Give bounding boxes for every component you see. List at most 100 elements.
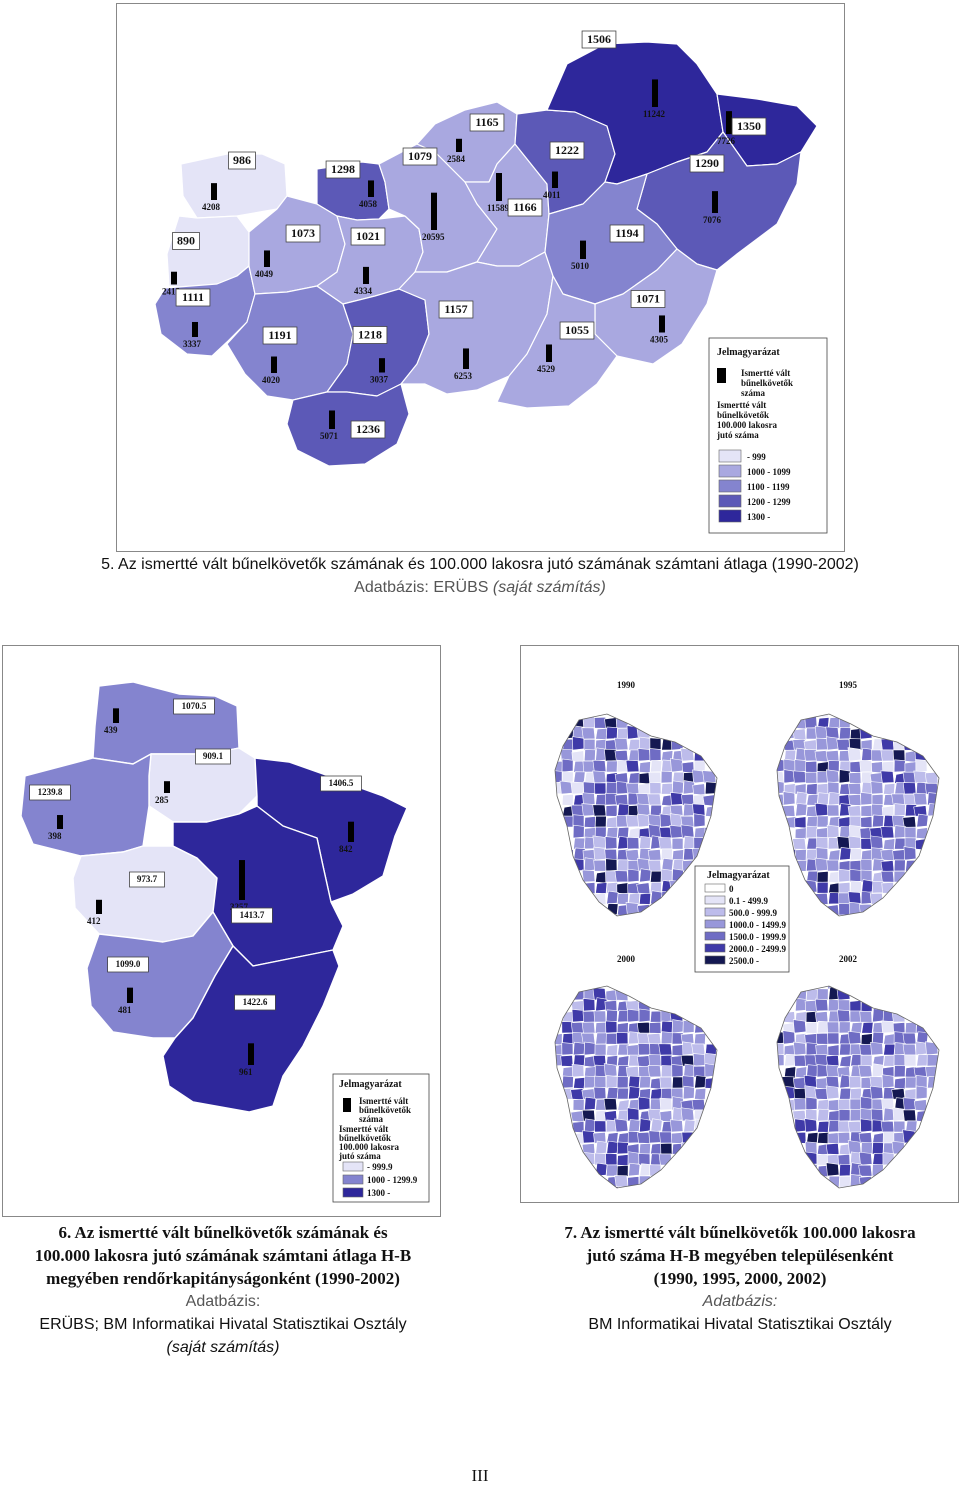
settlement-cell <box>671 780 684 795</box>
legend-swatch <box>704 931 726 941</box>
settlement-cell <box>636 725 651 740</box>
settlement-cell <box>915 726 928 740</box>
settlement-cell <box>649 1098 662 1111</box>
count-bar <box>652 79 658 107</box>
settlement-cell <box>838 1109 851 1122</box>
settlement-cell <box>935 1107 939 1122</box>
settlement-cell <box>880 860 895 873</box>
settlement-cell <box>680 824 695 839</box>
settlement-cell <box>836 836 851 850</box>
settlement-cell <box>583 1075 596 1089</box>
settlement-cell <box>881 997 895 1012</box>
count-label: 7076 <box>703 215 722 225</box>
settlement-cell <box>794 827 807 840</box>
settlement-cell <box>572 1098 585 1111</box>
settlement-cell <box>658 1043 673 1056</box>
settlement-cell <box>938 804 939 817</box>
settlement-cell <box>814 1054 829 1067</box>
figure-5-legend: Jelmagyarázat Ismertté vált bűnelkövetők… <box>708 337 828 534</box>
settlement-cell <box>825 769 840 784</box>
county-outline <box>554 985 718 1189</box>
count-label: 481 <box>118 1005 132 1015</box>
legend-class-label: 2500.0 - <box>729 956 759 966</box>
settlement-map-1995 <box>776 713 940 917</box>
count-label: 439 <box>104 725 118 735</box>
settlement-cell <box>860 816 873 829</box>
settlement-cell <box>860 805 873 817</box>
settlement-cell <box>869 772 884 785</box>
settlement-cell <box>593 1120 607 1133</box>
settlement-cell <box>628 1162 641 1177</box>
settlement-cell <box>592 770 607 784</box>
settlement-cell <box>616 1032 629 1045</box>
settlement-cell <box>881 714 895 718</box>
settlement-cell <box>561 1042 574 1056</box>
settlement-cell <box>583 986 596 990</box>
settlement-cell <box>915 1085 928 1100</box>
settlement-cell <box>572 914 585 916</box>
figure-7-caption: 7. Az ismertté vált bűnelkövetők 100.000… <box>522 1221 958 1336</box>
settlement-cell <box>606 1055 618 1068</box>
settlement-cell <box>555 1131 563 1144</box>
settlement-cell <box>555 1176 563 1188</box>
count-bar <box>192 321 198 337</box>
settlement-cell <box>614 1175 629 1188</box>
settlement-cell <box>606 1140 619 1155</box>
settlement-cell <box>593 1010 607 1023</box>
ratio-box <box>352 326 388 344</box>
district-region <box>20 753 152 857</box>
settlement-cell <box>616 727 629 740</box>
settlement-cell <box>583 738 596 751</box>
settlement-cell <box>915 759 928 773</box>
settlement-cell <box>681 793 695 806</box>
settlement-cell <box>625 814 640 828</box>
settlement-cell <box>805 1151 818 1166</box>
settlement-cell <box>614 870 629 883</box>
settlement-cell <box>683 1063 696 1078</box>
settlement-cell <box>826 804 840 817</box>
settlement-cell <box>814 998 829 1012</box>
ratio-label: 1218 <box>358 328 382 342</box>
settlement-cell <box>660 1065 673 1078</box>
settlement-cell <box>638 1142 651 1155</box>
settlement-cell <box>849 1098 862 1111</box>
settlement-cell <box>913 792 928 806</box>
settlement-cell <box>793 1131 807 1144</box>
settlement-cell <box>693 1065 706 1078</box>
settlement-cell <box>639 892 651 905</box>
ratio-box <box>350 420 386 439</box>
settlement-cell <box>777 793 785 806</box>
settlement-cell <box>827 1032 840 1045</box>
settlement-cell <box>683 835 696 850</box>
settlement-cell <box>902 1129 917 1144</box>
settlement-cell <box>659 1097 673 1111</box>
settlement-cell <box>881 988 895 1001</box>
settlement-cell <box>904 826 917 839</box>
settlement-cell <box>683 1152 696 1166</box>
settlement-cell <box>860 792 873 806</box>
legend-bar-symbol <box>717 368 726 383</box>
settlement-cell <box>869 827 884 839</box>
settlement-cell <box>870 781 884 795</box>
county-region <box>154 265 256 357</box>
hb-district-map-svg: 439 1070.5 285 909.1 398 1239.8 842 1406.5 412 97… <box>20 681 430 1203</box>
settlement-cell <box>638 1008 651 1023</box>
settlement-cell <box>627 1008 640 1023</box>
settlement-cell <box>827 1099 840 1112</box>
settlement-cell <box>660 770 673 784</box>
count-label: 11242 <box>643 109 666 119</box>
legend-bar-label-2: bűnelkövetők <box>741 378 793 388</box>
settlement-cell <box>716 1175 717 1188</box>
settlement-cell <box>858 1132 873 1145</box>
settlement-cell <box>555 998 564 1012</box>
settlement-cell <box>715 815 717 828</box>
settlement-cell <box>849 868 862 883</box>
settlement-cell <box>860 859 873 872</box>
settlement-cell <box>617 803 630 817</box>
settlement-cell <box>825 1085 840 1100</box>
settlement-cell <box>872 716 885 729</box>
settlement-cell <box>555 1140 563 1155</box>
ratio-label: 1157 <box>444 302 467 316</box>
settlement-cell <box>871 803 884 817</box>
legend-class-label: 500.0 - 999.9 <box>729 908 777 918</box>
